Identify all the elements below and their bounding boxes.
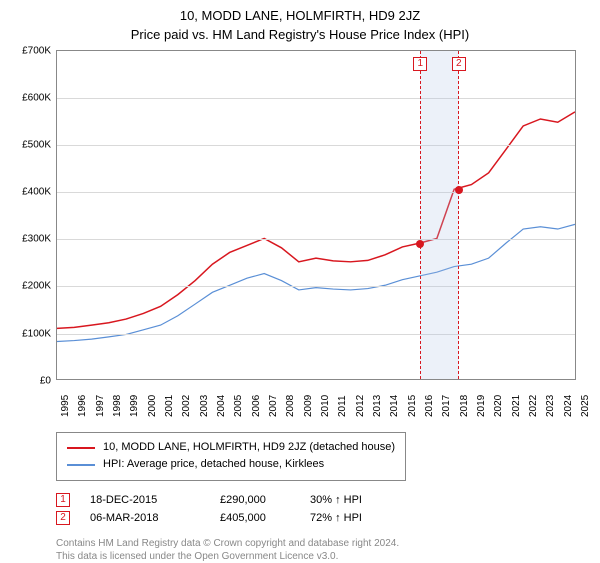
x-tick-label: 2015	[407, 395, 413, 417]
sale-date: 06-MAR-2018	[90, 512, 220, 524]
x-tick-label: 2017	[441, 395, 447, 417]
sale-date: 18-DEC-2015	[90, 494, 220, 506]
sale-price: £290,000	[220, 494, 310, 506]
gridline	[57, 192, 575, 193]
x-tick-label: 2023	[545, 395, 551, 417]
footer-line1: Contains HM Land Registry data © Crown c…	[56, 537, 586, 550]
x-tick-label: 2022	[528, 395, 534, 417]
legend-item: 10, MODD LANE, HOLMFIRTH, HD9 2JZ (detac…	[67, 439, 395, 457]
x-tick-label: 1996	[77, 395, 83, 417]
x-tick-label: 2009	[303, 395, 309, 417]
x-axis-labels: 1995 1996 1997 1998 1999 2000 2001 2002 2003 2004…	[57, 379, 575, 427]
legend-item: HPI: Average price, detached house, Kirk…	[67, 456, 395, 474]
gridline	[57, 239, 575, 240]
x-tick-label: 2014	[389, 395, 395, 417]
x-tick-label: 2003	[199, 395, 205, 417]
chart-lines	[57, 51, 575, 379]
sale-band	[420, 51, 458, 379]
sale-marker-icon: 1	[56, 493, 70, 507]
sale-delta: 72% ↑ HPI	[310, 512, 380, 524]
legend-swatch	[67, 464, 95, 466]
x-tick-label: 2021	[511, 395, 517, 417]
x-tick-label: 2007	[268, 395, 274, 417]
x-tick-label: 2016	[424, 395, 430, 417]
x-tick-label: 2008	[285, 395, 291, 417]
x-tick-label: 2001	[164, 395, 170, 417]
footer-line2: This data is licensed under the Open Gov…	[56, 550, 586, 563]
y-axis-labels: £0£100K£200K£300K£400K£500K£600K£700K	[13, 51, 55, 379]
x-tick-label: 2011	[337, 395, 343, 417]
sale-marker-box: 1	[413, 57, 427, 71]
chart-title: 10, MODD LANE, HOLMFIRTH, HD9 2JZ	[14, 8, 586, 25]
gridline	[57, 286, 575, 287]
x-tick-label: 1997	[95, 395, 101, 417]
y-tick-label: £400K	[22, 187, 51, 198]
x-tick-label: 2000	[147, 395, 153, 417]
x-tick-label: 2020	[493, 395, 499, 417]
x-tick-label: 2012	[355, 395, 361, 417]
gridline	[57, 334, 575, 335]
x-tick-label: 2004	[216, 395, 222, 417]
legend-label: HPI: Average price, detached house, Kirk…	[103, 456, 324, 474]
gridline	[57, 98, 575, 99]
x-tick-label: 2005	[233, 395, 239, 417]
chart-subtitle: Price paid vs. HM Land Registry's House …	[14, 27, 586, 44]
sale-row: 2 06-MAR-2018£405,00072% ↑ HPI	[56, 509, 586, 527]
y-tick-label: £200K	[22, 281, 51, 292]
x-tick-label: 1998	[112, 395, 118, 417]
y-tick-label: £600K	[22, 92, 51, 103]
gridline	[57, 145, 575, 146]
x-tick-label: 2013	[372, 395, 378, 417]
x-tick-label: 2024	[563, 395, 569, 417]
legend-label: 10, MODD LANE, HOLMFIRTH, HD9 2JZ (detac…	[103, 439, 395, 457]
sale-marker-box: 2	[452, 57, 466, 71]
y-tick-label: £500K	[22, 140, 51, 151]
sale-marker-icon: 2	[56, 511, 70, 525]
x-tick-label: 2002	[181, 395, 187, 417]
chart-container: 10, MODD LANE, HOLMFIRTH, HD9 2JZ Price …	[0, 0, 600, 560]
y-tick-label: £100K	[22, 328, 51, 339]
footer-attribution: Contains HM Land Registry data © Crown c…	[56, 537, 586, 563]
series-line-hpi	[57, 224, 575, 341]
y-tick-label: £300K	[22, 234, 51, 245]
legend-swatch	[67, 447, 95, 449]
sale-dot	[455, 186, 463, 194]
sale-price: £405,000	[220, 512, 310, 524]
x-tick-label: 1999	[129, 395, 135, 417]
y-tick-label: £700K	[22, 45, 51, 56]
sale-delta: 30% ↑ HPI	[310, 494, 380, 506]
x-tick-label: 2019	[476, 395, 482, 417]
sale-row: 1 18-DEC-2015£290,00030% ↑ HPI	[56, 491, 586, 509]
x-tick-label: 1995	[60, 395, 66, 417]
plot-area: £0£100K£200K£300K£400K£500K£600K£700K 19…	[56, 50, 576, 380]
sales-table: 1 18-DEC-2015£290,00030% ↑ HPI 2 06-MAR-201…	[56, 491, 586, 527]
x-tick-label: 2018	[459, 395, 465, 417]
y-tick-label: £0	[40, 375, 51, 386]
x-tick-label: 2010	[320, 395, 326, 417]
x-tick-label: 2025	[580, 395, 586, 417]
x-tick-label: 2006	[251, 395, 257, 417]
legend: 10, MODD LANE, HOLMFIRTH, HD9 2JZ (detac…	[56, 432, 406, 481]
sale-dot	[416, 240, 424, 248]
